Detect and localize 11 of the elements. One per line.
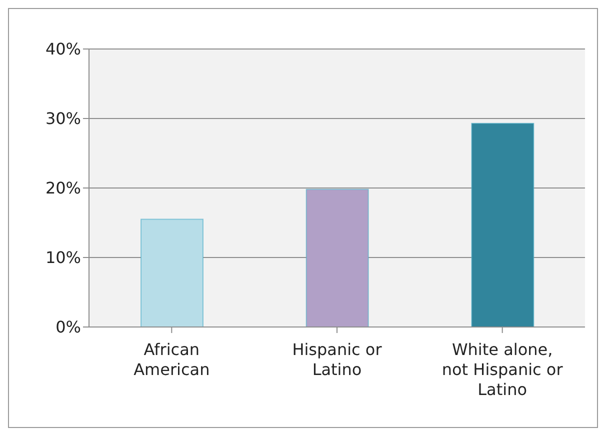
y-tick-label: 20% <box>45 178 81 198</box>
bar <box>471 122 534 327</box>
x-tick-label: White alone, not Hispanic or Latino <box>442 340 564 399</box>
bar <box>140 218 204 327</box>
x-tick-label: African American <box>134 340 210 379</box>
y-tick-label: 10% <box>45 248 81 268</box>
x-tick-label: Hispanic or Latino <box>292 340 382 379</box>
y-tick-label: 30% <box>45 109 81 128</box>
y-tick-label: 40% <box>45 40 81 59</box>
y-tick-label: 0% <box>56 318 81 337</box>
bar <box>306 188 369 327</box>
